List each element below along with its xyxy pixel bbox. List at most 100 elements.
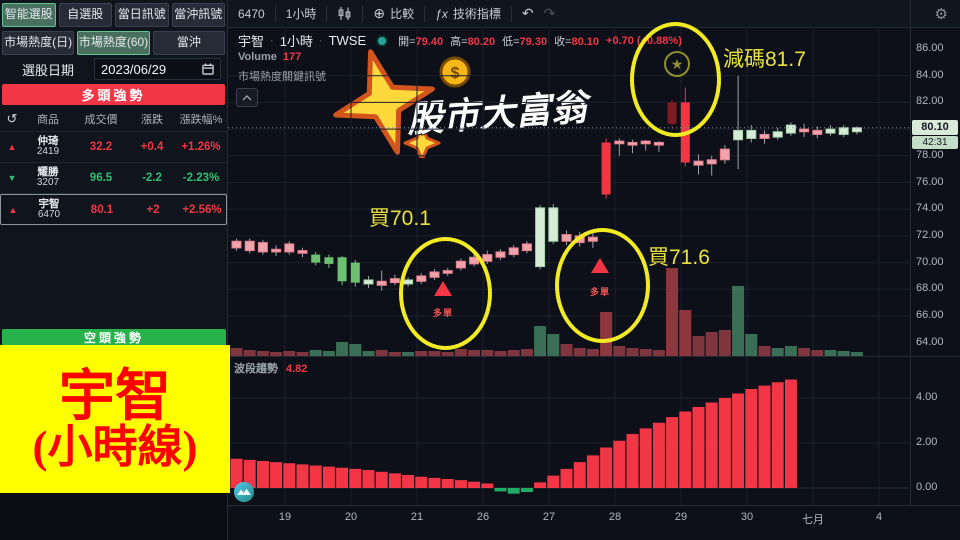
symbol-search-button[interactable]: 6470 [228,0,275,27]
tab-watchlist[interactable]: 自選股 [58,3,112,27]
tab-smart-picks[interactable]: 智能選股 [2,3,56,27]
price-axis-label: 76.00 [916,175,944,188]
time-axis-label: 26 [476,511,490,523]
toolbar-divider [326,5,328,22]
reduce-signal-star-icon: ★ [664,51,690,77]
price-axis-label: 64.00 [916,335,944,348]
undo-icon: ↶ [521,5,534,21]
indicator-axis-label: 4.00 [916,391,938,403]
bear-strength-banner[interactable]: 空頭強勢 [2,329,226,346]
overlay-symbol-name: 宇智 [59,365,171,428]
time-axis-label: 19 [278,511,292,523]
volume-readout: Volume 177 [238,51,302,63]
tab-market-heat-60[interactable]: 市場熱度(60) [77,31,150,55]
fx-icon: ƒx [435,6,448,21]
signal-indicator-label: 市場熱度關鍵訊號 [238,71,326,83]
up-triangle-icon: ▲ [7,142,17,152]
reduce-signal-ellipse [630,22,721,137]
toolbar-divider [424,5,426,22]
sidebar: 智能選股 自選股 當日訊號 當沖訊號 市場熱度(日) 市場熱度(60) 當沖 選… [0,0,230,540]
col-name: 商品 [37,114,59,126]
time-axis-label: 28 [608,511,622,523]
last-price-badge: 80.10 [912,120,958,135]
buy-signal-ellipse-2 [555,228,650,343]
buy-signal-label-2: 買71.6 [648,246,710,269]
time-axis-label: 30 [740,511,754,523]
toolbar-divider [362,5,364,22]
sidebar-footer-spacer [0,493,227,540]
buy-signal-label-1: 買70.1 [369,207,431,230]
col-change: 漲跌 [141,114,163,126]
tab-daily-signals[interactable]: 當日訊號 [115,3,169,27]
indicator-axis-label: 2.00 [916,436,938,448]
stock-name-code: 耀勝 3207 [36,166,60,189]
indicator-header: 波段趨勢 4.82 [234,363,308,375]
coin-icon [439,56,471,88]
stock-name-code: 宇智 6470 [37,197,61,220]
interval-button[interactable]: 1小時 [276,0,327,27]
bar-countdown-badge: 42:31 [912,136,958,149]
symbol-search-value: 6470 [238,6,265,21]
chart-legend: 宇智 · 1小時 · TWSE 開=79.40 高=80.20 低=79.30 收=… [238,33,682,49]
tab-daytrade-signals[interactable]: 當沖訊號 [171,3,225,27]
indicators-button[interactable]: ƒx 技術指標 [425,0,511,27]
stock-name-code: 仲琦 2419 [36,135,60,158]
time-axis-label: 29 [674,511,688,523]
compare-button[interactable]: ⊕ 比較 [363,0,424,27]
indicators-label: 技術指標 [452,7,501,21]
symbol-annotation-overlay: 宇智 (小時線) [0,345,230,493]
date-picker-row: 選股日期 2023/06/29 [0,56,227,82]
legend-exchange[interactable]: TWSE [328,33,367,48]
price-axis-divider [910,0,911,505]
time-axis-label: 4 [875,511,883,523]
bull-strength-banner[interactable]: 多頭強勢 [2,84,225,105]
stock-price: 80.1 [90,203,114,216]
stock-row-2419[interactable]: ▲ 仲琦 2419 32.2 +0.4 +1.26% [0,132,227,163]
calendar-icon[interactable] [202,63,214,75]
candlestick-chart-canvas[interactable] [228,0,910,505]
stock-table-header: ↺ 商品 成交價 漲跌 漲跌幅% [0,107,227,132]
price-axis-label: 72.00 [916,228,944,241]
coin-dollar-glyph: $ [451,65,460,82]
sub-tab-bar: 市場熱度(日) 市場熱度(60) 當沖 [0,28,227,56]
chart-style-button[interactable] [327,0,362,27]
refresh-icon[interactable]: ↺ [6,111,18,126]
compare-plus-icon: ⊕ [373,5,386,21]
pane-divider[interactable] [228,356,960,357]
time-axis-label: 20 [344,511,358,523]
date-picker-input[interactable]: 2023/06/29 [94,58,221,80]
stock-price: 32.2 [89,141,113,153]
down-triangle-icon: ▼ [7,173,17,183]
col-pct: 漲跌幅% [179,114,223,126]
tab-daytrade[interactable]: 當沖 [152,31,225,55]
price-axis-label: 70.00 [916,255,944,268]
stock-row-6470[interactable]: ▲ 宇智 6470 80.1 +2 +2.56% [0,194,227,225]
small-star-icon [403,124,441,158]
overlay-timeframe: (小時線) [32,421,198,472]
stock-row-3207[interactable]: ▼ 耀勝 3207 96.5 -2.2 -2.23% [0,163,227,194]
legend-interval[interactable]: 1小時 [279,34,313,49]
up-triangle-icon: ▲ [8,204,18,215]
compare-label: 比較 [390,7,415,21]
stock-change: +2 [146,203,160,216]
toolbar-divider [510,5,512,22]
time-axis-divider [228,505,960,506]
stock-change-pct: +1.26% [181,141,221,153]
candlestick-icon [338,7,351,20]
undo-button[interactable]: ↶ [512,0,544,27]
price-axis-label: 66.00 [916,309,944,321]
date-value: 2023/06/29 [101,61,167,77]
chevron-up-icon [242,94,252,100]
interval-value: 1小時 [285,7,317,21]
stock-price: 96.5 [89,172,113,184]
redo-button[interactable]: ↷ [544,0,566,27]
gear-icon[interactable]: ⚙ [934,5,948,23]
main-tab-bar: 智能選股 自選股 當日訊號 當沖訊號 [0,0,227,28]
time-axis-label: 七月 [802,514,824,526]
legend-symbol[interactable]: 宇智 [238,34,265,49]
live-status-dot-icon [376,34,389,47]
collapse-legend-button[interactable] [236,88,258,107]
price-axis-label: 78.00 [916,148,944,161]
tab-market-heat-day[interactable]: 市場熱度(日) [2,31,75,55]
